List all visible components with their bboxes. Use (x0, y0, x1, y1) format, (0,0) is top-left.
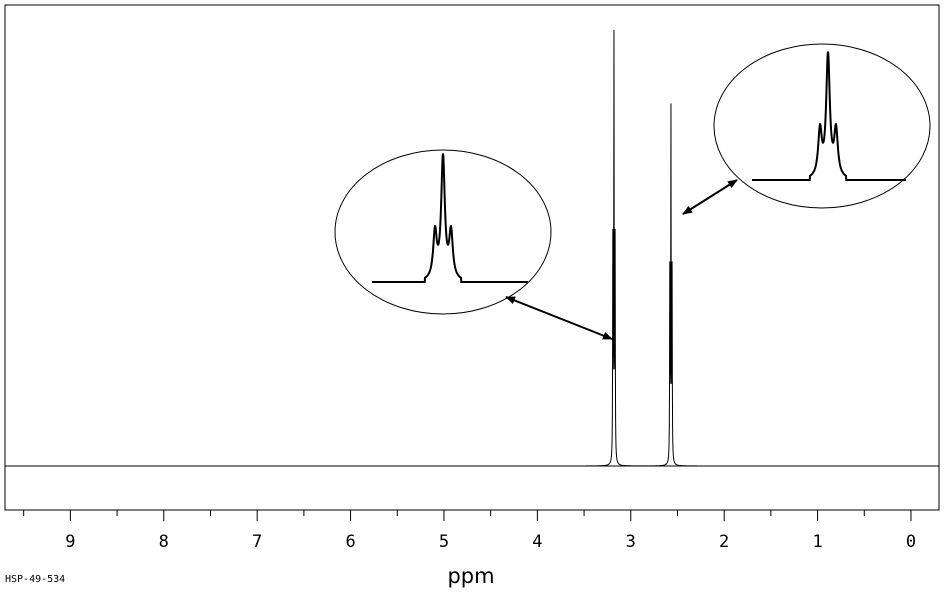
x-axis-ticks (23, 510, 912, 521)
tick-label-1: 1 (812, 532, 822, 552)
callout-arrow-2.6 (682, 179, 738, 215)
inset-2.6 (713, 43, 931, 209)
tick-label-2: 2 (719, 532, 729, 552)
spectrum-id-label: HSP-49-534 (5, 574, 65, 585)
tick-label-5: 5 (439, 532, 449, 552)
tick-label-9: 9 (65, 532, 75, 552)
plot-frame (4, 4, 940, 511)
inset-3.2-frame (334, 149, 552, 315)
inset-3.2 (334, 149, 552, 315)
tick-label-6: 6 (345, 532, 355, 552)
tick-label-0: 0 (906, 532, 916, 552)
tick-label-7: 7 (252, 532, 262, 552)
inset-2.6-trace (752, 51, 906, 181)
inset-2.6-frame (713, 43, 931, 209)
callout-arrow-3.2 (505, 296, 613, 340)
inset-3.2-trace (372, 153, 528, 283)
spectrum-trace (5, 29, 939, 467)
tick-label-4: 4 (532, 532, 542, 552)
tick-label-3: 3 (626, 532, 636, 552)
x-axis-title: ppm (447, 564, 494, 588)
x-axis-tick-labels: 9 8 7 6 5 4 3 2 1 0 (65, 532, 916, 552)
tick-label-8: 8 (159, 532, 169, 552)
